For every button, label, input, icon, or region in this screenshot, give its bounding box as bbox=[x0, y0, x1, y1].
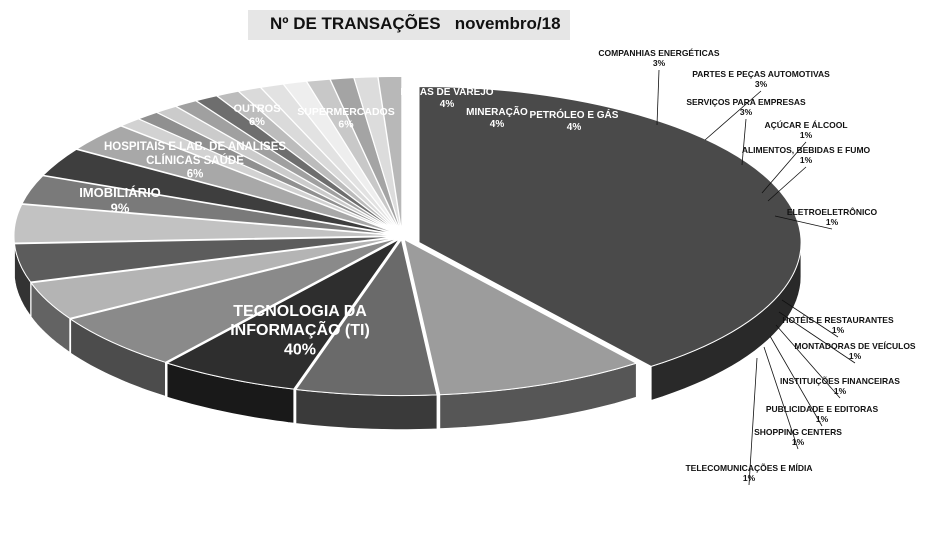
slice-label-13: ELETROELETRÔNICO 1% bbox=[787, 206, 878, 227]
pie-slice-3 bbox=[165, 238, 400, 390]
slice-label-22: SHOPPING CENTERS 1% bbox=[754, 427, 842, 447]
leader-line-10 bbox=[741, 118, 747, 166]
pie-slice-2 bbox=[295, 238, 438, 397]
slice-label-23: TELECOMUNICAÇÕES E MÍDIA 1% bbox=[685, 463, 812, 483]
leader-line-23 bbox=[748, 357, 758, 486]
slice-label-0: TECNOLOGIA DA INFORMAÇÃO (TI) 40% bbox=[230, 303, 370, 358]
leader-line-20 bbox=[775, 324, 841, 399]
leader-line-21 bbox=[769, 335, 823, 427]
pie-slice-7 bbox=[13, 203, 397, 244]
slice-label-7: PETRÓLEO E GÁS 4% bbox=[530, 108, 619, 133]
slice-label-5: LOJAS DE VAREJO 4% bbox=[400, 87, 493, 110]
leader-line-13 bbox=[774, 215, 833, 230]
leader-line-8 bbox=[656, 69, 660, 126]
pie-slice-23 bbox=[377, 75, 403, 233]
pie-slice-10 bbox=[75, 125, 398, 235]
slice-label-21: PUBLICIDADE E EDITORAS 1% bbox=[766, 404, 879, 424]
slice-label-20: INSTITUIÇÕES FINANCEIRAS 1% bbox=[780, 376, 900, 396]
chart-title: Nº DE TRANSAÇÕES novembro/18 bbox=[270, 14, 561, 33]
slice-label-11: AÇÚCAR E ÁLCOOL 1% bbox=[764, 119, 847, 140]
chart-title-box bbox=[248, 10, 570, 40]
pie-slice-8 bbox=[21, 175, 397, 236]
slice-label-18: HOTÉIS E RESTAURANTES 1% bbox=[782, 315, 894, 335]
slice-label-12: ALIMENTOS, BEBIDAS E FUMO 1% bbox=[742, 145, 871, 165]
pie-slice-0 bbox=[418, 85, 802, 367]
slice-label-4: SUPERMERCADOS 6% bbox=[297, 106, 394, 131]
pie-slice-5 bbox=[30, 237, 397, 319]
leader-line-19 bbox=[778, 311, 856, 364]
slice-label-10: SERVIÇOS PARA EMPRESAS 3% bbox=[686, 97, 806, 117]
leader-line-11 bbox=[761, 141, 807, 194]
leader-line-18 bbox=[781, 299, 839, 338]
slice-label-19: MONTADORAS DE VEÍCULOS 1% bbox=[794, 341, 916, 361]
leader-line-12 bbox=[767, 166, 807, 202]
pie-slice-9 bbox=[42, 148, 397, 235]
slice-label-6: MINERAÇÃO 4% bbox=[466, 105, 528, 130]
slice-label-2: HOSPITAIS E LAB. DE ANALISES CLÍNICAS SAÚ… bbox=[104, 141, 286, 181]
pie-slice-6 bbox=[13, 236, 397, 283]
pie-slice-4 bbox=[69, 237, 398, 363]
leader-line-9 bbox=[704, 90, 762, 141]
slice-label-8: COMPANHIAS ENERGÉTICAS 3% bbox=[598, 48, 720, 68]
slice-label-3: OUTROS 6% bbox=[233, 103, 280, 128]
leader-line-22 bbox=[763, 346, 799, 450]
slice-label-9: PARTES E PEÇAS AUTOMOTIVAS 3% bbox=[692, 69, 830, 89]
pie-slice-1 bbox=[403, 238, 638, 396]
slice-label-1: IMOBILIÁRIO 9% bbox=[79, 185, 161, 216]
